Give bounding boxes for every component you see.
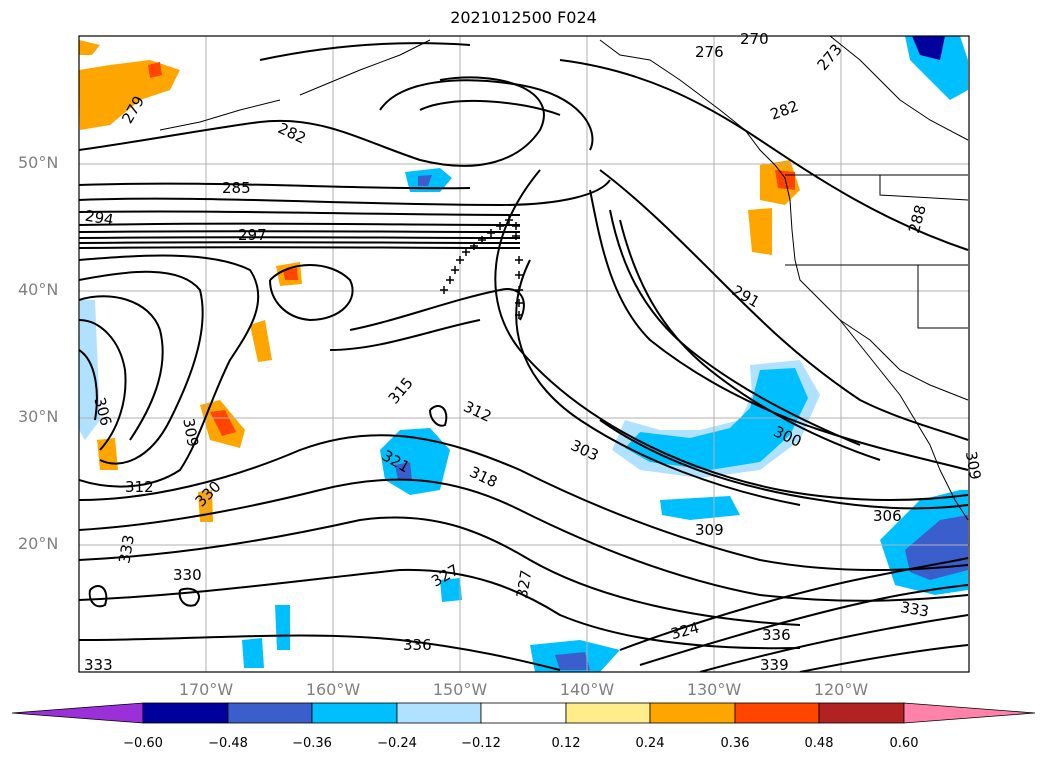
lat-label: 40°N [18,280,59,299]
colorbar-tick-label: −0.48 [208,736,248,751]
colorbar-segment [903,702,1036,724]
shade-patch [748,208,772,255]
contour-label: 309 [962,450,985,481]
contour-label: 324 [669,618,701,643]
contour-label: 282 [768,97,801,124]
colorbar-segment [818,702,905,724]
contour-label: 339 [760,656,789,674]
colorbar-segment [142,702,229,724]
contour-label: 303 [568,436,602,464]
colorbar-tick-label: −0.24 [377,736,417,751]
contour-labels: 279 282 285 294 297 276 270 273 282 288 … [84,30,985,674]
contour-label: 270 [740,30,769,48]
colorbar [11,702,1036,724]
shade-patch [275,605,290,650]
lon-label: 170°W [178,680,234,699]
colorbar-segment [480,702,567,724]
shade-patch [250,320,272,362]
contour-label: 330 [192,478,225,511]
shade-patch [905,515,968,580]
contour-label: 333 [84,656,113,674]
contour-label: 318 [467,463,501,491]
lat-label: 30°N [18,407,59,426]
colorbar-tick-label: 0.48 [804,736,834,751]
shade-patch [418,175,432,186]
contour-label: 288 [905,203,930,235]
contour-label: 309 [695,521,724,539]
colorbar-tick-label: 0.36 [720,736,750,751]
contour-label: 306 [873,507,902,525]
contour-label: 333 [899,598,930,621]
lon-label: 160°W [305,680,361,699]
colorbar-tick-label: 0.24 [635,736,665,751]
shade-patch [148,62,162,78]
colorbar-segment [227,702,313,724]
gridlines [79,36,969,672]
contour-label: 333 [115,533,138,564]
lon-label: 140°W [559,680,615,699]
contour-label: 297 [238,226,267,244]
shade-patch [625,368,808,470]
colorbar-segment [734,702,820,724]
shade-patch [210,410,236,436]
shade-patch [242,638,264,668]
contour-label: 309 [179,417,202,448]
contour-label: 336 [762,626,791,644]
colorbar-tick-label: −0.12 [461,736,501,751]
shade-patch [79,60,180,130]
colorbar-tick-label: 0.12 [551,736,581,751]
colorbar-segment [311,702,398,724]
contour-label: 327 [513,569,536,600]
shade-patch [79,40,100,55]
colorbar-segment [11,702,144,724]
contour-label: 312 [125,478,154,496]
colorbar-tick-label: −0.36 [292,736,332,751]
shade-patch [660,496,740,520]
contour-label: 336 [403,636,432,654]
shade-patch [912,36,945,60]
contour-label: 315 [385,374,417,408]
contour-label: 330 [173,566,202,584]
shade-patch [283,268,298,280]
shade-patch [395,462,412,480]
lat-label: 50°N [18,153,59,172]
lon-label: 130°W [686,680,742,699]
contour-label: 294 [84,207,115,230]
contour-label: 285 [222,179,251,197]
shade-patch [440,578,462,602]
colorbar-tick-label: −0.60 [123,736,163,751]
height-contours [79,42,969,672]
shaded-field [79,36,968,672]
plot-frame [78,35,970,673]
colorbar-segment [565,702,651,724]
shade-patch [555,652,590,670]
lon-label: 150°W [432,680,488,699]
shade-patch [380,428,450,495]
contour-label: 276 [695,43,724,61]
shade-patch [97,438,118,470]
shade-patch [79,300,100,440]
colorbar-segment [649,702,736,724]
contour-label: 312 [461,397,495,425]
colorbar-tick-label: 0.60 [889,736,919,751]
lat-label: 20°N [18,534,59,553]
lon-label: 120°W [813,680,869,699]
colorbar-segment [396,702,482,724]
map-title: 2021012500 F024 [450,8,597,27]
plus-markers [440,216,523,319]
